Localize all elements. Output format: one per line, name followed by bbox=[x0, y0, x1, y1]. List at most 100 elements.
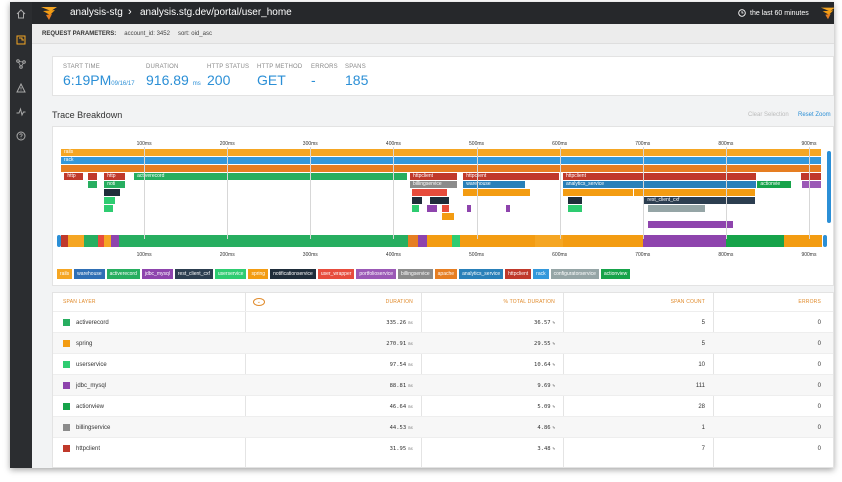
span-bar-userservice[interactable] bbox=[567, 205, 582, 212]
traces-icon[interactable] bbox=[13, 32, 29, 48]
legend-item-warehouse[interactable]: warehouse bbox=[74, 269, 105, 279]
overview-handle-right[interactable] bbox=[823, 235, 827, 247]
brand-logo-icon[interactable] bbox=[40, 5, 58, 21]
waterfall-scrollbar[interactable] bbox=[827, 151, 831, 223]
overview-segment[interactable] bbox=[110, 235, 120, 247]
legend-item-userservice[interactable]: userservice bbox=[214, 269, 247, 279]
span-bar-httpclient[interactable]: httpclient bbox=[562, 173, 757, 180]
legend-item-jdbc-mysql[interactable]: jdbc_mysql bbox=[141, 269, 173, 279]
legend-item-billingservice[interactable]: billingservice bbox=[398, 269, 433, 279]
col-span-layer[interactable]: SPAN LAYER bbox=[63, 299, 96, 305]
span-bar-rest-client-cxf[interactable]: rest_client_cxf bbox=[644, 197, 755, 204]
overview-segment[interactable] bbox=[418, 235, 427, 247]
span-bar-user-wrapper[interactable] bbox=[441, 205, 449, 212]
span-bar-analytics-service[interactable]: warehouse bbox=[463, 181, 526, 188]
table-row[interactable]: actionview 46.64 ms 5.09% 28 0 bbox=[53, 395, 833, 416]
legend-item-httpclient[interactable]: httpclient bbox=[505, 269, 532, 279]
overview-segment[interactable] bbox=[725, 235, 785, 247]
span-bar-httpclient[interactable]: http bbox=[64, 173, 84, 180]
span-bar-analytics-service[interactable]: analytics_service bbox=[562, 181, 757, 188]
app-name[interactable]: analysis-stg bbox=[70, 7, 123, 18]
overview-handle-left[interactable] bbox=[57, 235, 61, 247]
legend-item-portfolioservice[interactable]: portfolioservice bbox=[356, 269, 397, 279]
overview-segment[interactable] bbox=[67, 235, 85, 247]
overview-segment[interactable] bbox=[119, 235, 409, 247]
table-row[interactable]: userservice 97.54 ms 10.64% 10 0 bbox=[53, 353, 833, 374]
span-bar-jdbc-mysql[interactable] bbox=[506, 205, 511, 212]
reset-zoom-link[interactable]: Reset Zoom bbox=[798, 112, 831, 118]
span-bar-httpclient[interactable]: httpclient bbox=[410, 173, 458, 180]
span-bar-httpclient[interactable]: http bbox=[104, 173, 125, 180]
span-bar-spring[interactable] bbox=[463, 189, 531, 196]
span-bar-rails[interactable]: rails bbox=[61, 149, 822, 156]
overview-segment[interactable] bbox=[642, 235, 726, 247]
table-row[interactable]: activerecord 335.26 ms 36.57% 5 0 bbox=[53, 311, 833, 332]
legend-item-rest-client-cxf[interactable]: rest_client_cxf bbox=[174, 269, 213, 279]
span-bar-notificationservice[interactable] bbox=[411, 197, 423, 204]
span-bar-spring[interactable] bbox=[442, 213, 454, 220]
span-bar-activerecord[interactable]: noti bbox=[104, 181, 125, 188]
home-icon[interactable] bbox=[13, 6, 29, 22]
span-bar-configuratorservice[interactable] bbox=[647, 205, 705, 212]
topology-icon[interactable] bbox=[13, 56, 29, 72]
span-bar-notificationservice[interactable] bbox=[429, 197, 449, 204]
time-range-picker[interactable]: the last 60 minutes bbox=[738, 2, 812, 24]
metrics-icon[interactable] bbox=[13, 104, 29, 120]
span-bar-billingservice[interactable]: billingservice bbox=[410, 181, 458, 188]
span-bar-userservice[interactable] bbox=[411, 205, 419, 212]
legend-item-analytics-service[interactable]: analytics_service bbox=[459, 269, 504, 279]
legend-item-spring[interactable]: spring bbox=[248, 269, 269, 279]
overview-segment[interactable] bbox=[426, 235, 452, 247]
sort-down-icon[interactable]: ⌄ bbox=[253, 298, 265, 306]
table-row[interactable]: httpclient 31.95 ms 3.48% 7 0 bbox=[53, 437, 833, 458]
overview-segment[interactable] bbox=[97, 235, 105, 247]
span-bar-user-wrapper[interactable] bbox=[411, 189, 448, 196]
overview-segment[interactable] bbox=[84, 235, 98, 247]
span-bar-httpclient[interactable] bbox=[87, 173, 97, 180]
span-bar-jdbc-mysql[interactable] bbox=[426, 205, 438, 212]
overview-segment[interactable] bbox=[459, 235, 535, 247]
span-bar-userservice[interactable] bbox=[104, 197, 115, 204]
overview-segment[interactable] bbox=[61, 235, 68, 247]
span-bar-apache[interactable] bbox=[61, 165, 822, 172]
legend-item-notificationservice[interactable]: notificationservice bbox=[270, 269, 316, 279]
span-bar-notificationservice[interactable] bbox=[567, 197, 582, 204]
table-row[interactable]: jdbc_mysql 88.81 ms 9.69% 111 0 bbox=[53, 374, 833, 395]
span-bar-spring[interactable] bbox=[562, 189, 634, 196]
span-bar-activerecord[interactable]: activerecord bbox=[134, 173, 408, 180]
legend-item-activerecord[interactable]: activerecord bbox=[106, 269, 140, 279]
span-bar-spring[interactable] bbox=[634, 189, 755, 196]
alert-icon[interactable] bbox=[13, 80, 29, 96]
legend-item-rack[interactable]: rack bbox=[533, 269, 549, 279]
overview-segment[interactable] bbox=[408, 235, 419, 247]
span-bar-httpclient[interactable]: httpclient bbox=[463, 173, 559, 180]
span-bar-actionview[interactable]: actionvie bbox=[757, 181, 792, 188]
legend-item-configuratorservice[interactable]: configuratorservice bbox=[550, 269, 599, 279]
help-icon[interactable] bbox=[13, 128, 29, 144]
span-bar-portfolioservice[interactable] bbox=[802, 181, 822, 188]
clear-selection-link[interactable]: Clear Selection bbox=[748, 112, 789, 118]
table-row[interactable]: billingservice 44.53 ms 4.86% 1 0 bbox=[53, 416, 833, 437]
col-pct-total[interactable]: % TOTAL DURATION bbox=[503, 299, 555, 305]
overview-segment[interactable] bbox=[534, 235, 563, 247]
legend-item-actionview[interactable]: actionview bbox=[600, 269, 631, 279]
span-bar-httpclient[interactable] bbox=[800, 173, 822, 180]
span-bar-jdbc-mysql[interactable] bbox=[647, 221, 734, 228]
overview-segment[interactable] bbox=[104, 235, 111, 247]
tick-label-bottom: 700ms bbox=[635, 252, 651, 258]
span-bar-userservice[interactable] bbox=[104, 205, 114, 212]
span-bar-rack[interactable]: rack bbox=[61, 157, 822, 164]
col-duration[interactable]: DURATION bbox=[385, 299, 413, 305]
span-bar-notificationservice[interactable] bbox=[104, 189, 120, 196]
overview-segment[interactable] bbox=[784, 235, 823, 247]
span-bar-activerecord[interactable] bbox=[87, 181, 97, 188]
overview-segment[interactable] bbox=[562, 235, 643, 247]
legend-item-user-wrapper[interactable]: user_wrapper bbox=[317, 269, 355, 279]
col-span-count[interactable]: SPAN COUNT bbox=[670, 299, 705, 305]
overview-segment[interactable] bbox=[451, 235, 460, 247]
col-errors[interactable]: ERRORS bbox=[798, 299, 821, 305]
legend-item-apache[interactable]: apache bbox=[434, 269, 458, 279]
legend-item-rails[interactable]: rails bbox=[57, 269, 73, 279]
span-bar-jdbc-mysql[interactable] bbox=[466, 205, 471, 212]
table-row[interactable]: spring 270.91 ms 29.55% 5 0 bbox=[53, 332, 833, 353]
